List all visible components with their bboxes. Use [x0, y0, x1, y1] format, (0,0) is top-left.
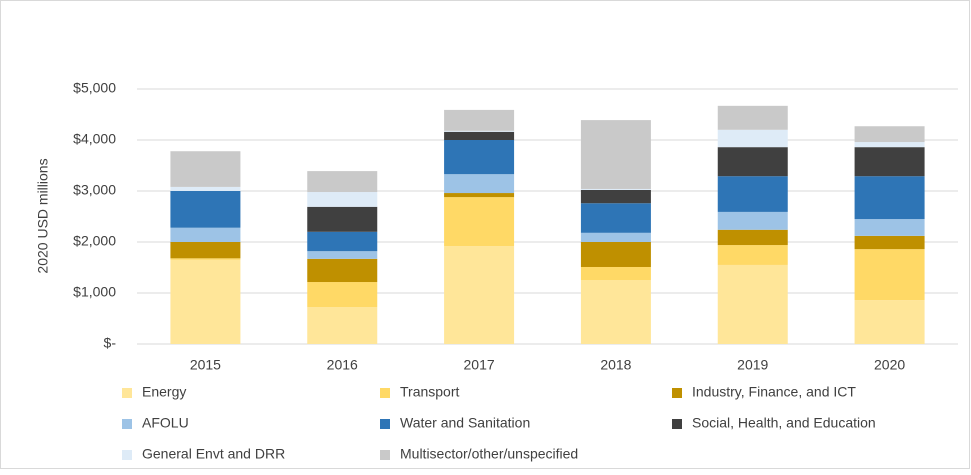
bar-segment — [444, 197, 515, 247]
bar-segment — [170, 151, 241, 187]
legend-label: Energy — [142, 384, 186, 400]
bar-segment — [854, 126, 925, 143]
legend-label: Industry, Finance, and ICT — [692, 384, 856, 400]
bar-segment — [717, 229, 788, 246]
y-tick-label: $4,000 — [73, 131, 116, 147]
bar-segment — [717, 176, 788, 212]
x-tick-label: 2018 — [600, 357, 631, 373]
legend-label: Transport — [400, 384, 460, 400]
bar-segment — [170, 242, 241, 259]
bar-segment — [170, 191, 241, 228]
bar-segment — [170, 227, 241, 242]
bar-segment — [580, 266, 651, 280]
y-axis-title: 2020 USD millions — [35, 158, 51, 273]
bar-segment — [170, 186, 241, 191]
bar-segment — [307, 171, 378, 193]
y-tick-label: $2,000 — [73, 233, 116, 249]
bar-segment — [444, 131, 515, 140]
bar-segment — [717, 211, 788, 230]
legend-swatch — [380, 388, 390, 398]
legend-label: General Envt and DRR — [142, 446, 285, 462]
legend-swatch — [380, 450, 390, 460]
legend-label: Social, Health, and Education — [692, 415, 876, 431]
bar-segment — [307, 206, 378, 232]
bar-segment — [444, 140, 515, 175]
bar-segment — [307, 258, 378, 283]
bar-segment — [580, 232, 651, 242]
bar-segment — [717, 245, 788, 265]
bar-segment — [307, 231, 378, 252]
bar-segment — [444, 193, 515, 198]
legend-swatch — [122, 419, 132, 429]
bar-segment — [444, 246, 515, 344]
legend-swatch — [122, 388, 132, 398]
bar-segment — [854, 147, 925, 177]
legend-swatch — [122, 450, 132, 460]
bar-segment — [580, 279, 651, 344]
bar-segment — [170, 258, 241, 260]
y-tick-label: $- — [104, 335, 117, 351]
bar-segment — [717, 129, 788, 148]
legend-swatch — [672, 419, 682, 429]
bar-segment — [307, 192, 378, 207]
bar-segment — [580, 242, 651, 267]
bar-segment — [444, 174, 515, 194]
legend-label: Water and Sanitation — [400, 415, 530, 431]
legend-label: AFOLU — [142, 415, 189, 431]
bar-segment — [307, 307, 378, 344]
legend-label: Multisector/other/unspecified — [400, 446, 578, 462]
bar-segment — [170, 259, 241, 344]
legend-swatch — [380, 419, 390, 429]
bar-segment — [580, 189, 651, 204]
bar-segment — [717, 105, 788, 130]
bar-segment — [307, 251, 378, 259]
bar-segment — [854, 176, 925, 220]
y-tick-label: $5,000 — [73, 80, 116, 96]
x-tick-label: 2020 — [874, 357, 905, 373]
bar-segment — [580, 188, 651, 190]
bar-segment — [444, 109, 515, 131]
bar-segment — [854, 142, 925, 148]
x-tick-label: 2015 — [190, 357, 221, 373]
x-tick-label: 2019 — [737, 357, 768, 373]
x-tick-label: 2017 — [464, 357, 495, 373]
bar-segment — [854, 300, 925, 344]
y-tick-label: $3,000 — [73, 182, 116, 198]
bar-segment — [717, 264, 788, 344]
y-tick-label: $1,000 — [73, 284, 116, 300]
bar-segment — [717, 147, 788, 177]
bar-segment — [307, 282, 378, 308]
legend-swatch — [672, 388, 682, 398]
bar-segment — [854, 249, 925, 301]
bar-segment — [854, 219, 925, 236]
bar-segment — [580, 120, 651, 189]
bar-segment — [580, 203, 651, 233]
bar-segment — [444, 130, 515, 132]
bar-segment — [854, 235, 925, 250]
x-tick-label: 2016 — [327, 357, 358, 373]
